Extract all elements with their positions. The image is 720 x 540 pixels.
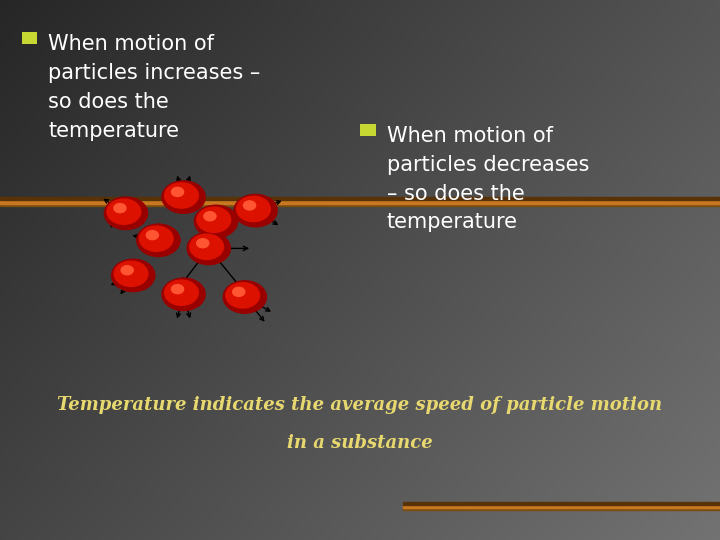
Circle shape [162,278,205,310]
Bar [22,32,37,44]
Circle shape [234,194,277,227]
Circle shape [165,280,198,305]
Bar [403,504,720,508]
Circle shape [226,283,259,308]
Bar [403,502,720,505]
Bar [360,124,376,136]
Circle shape [104,197,148,230]
Circle shape [243,201,256,210]
Circle shape [237,197,270,221]
Circle shape [121,266,133,275]
Bar [403,507,720,510]
Circle shape [146,231,158,240]
Circle shape [194,205,238,238]
Circle shape [165,183,198,208]
Circle shape [137,224,180,256]
Circle shape [114,204,126,213]
Circle shape [233,287,245,296]
Text: in a substance: in a substance [287,434,433,452]
Bar [0,200,720,204]
Circle shape [140,226,173,251]
Circle shape [171,285,184,294]
Circle shape [197,207,230,232]
Bar [0,203,720,206]
Circle shape [162,181,205,213]
Circle shape [112,259,155,292]
Circle shape [204,212,216,221]
Text: Temperature indicates the average speed of particle motion: Temperature indicates the average speed … [58,396,662,414]
Text: When motion of
particles decreases
– so does the
temperature: When motion of particles decreases – so … [387,126,589,232]
Text: When motion of
particles increases –
so does the
temperature: When motion of particles increases – so … [48,34,261,140]
Circle shape [114,261,148,286]
Bar [0,197,720,200]
Circle shape [187,232,230,265]
Circle shape [223,281,266,313]
Circle shape [107,199,140,224]
Circle shape [171,187,184,197]
Circle shape [197,239,209,248]
Circle shape [190,234,223,259]
